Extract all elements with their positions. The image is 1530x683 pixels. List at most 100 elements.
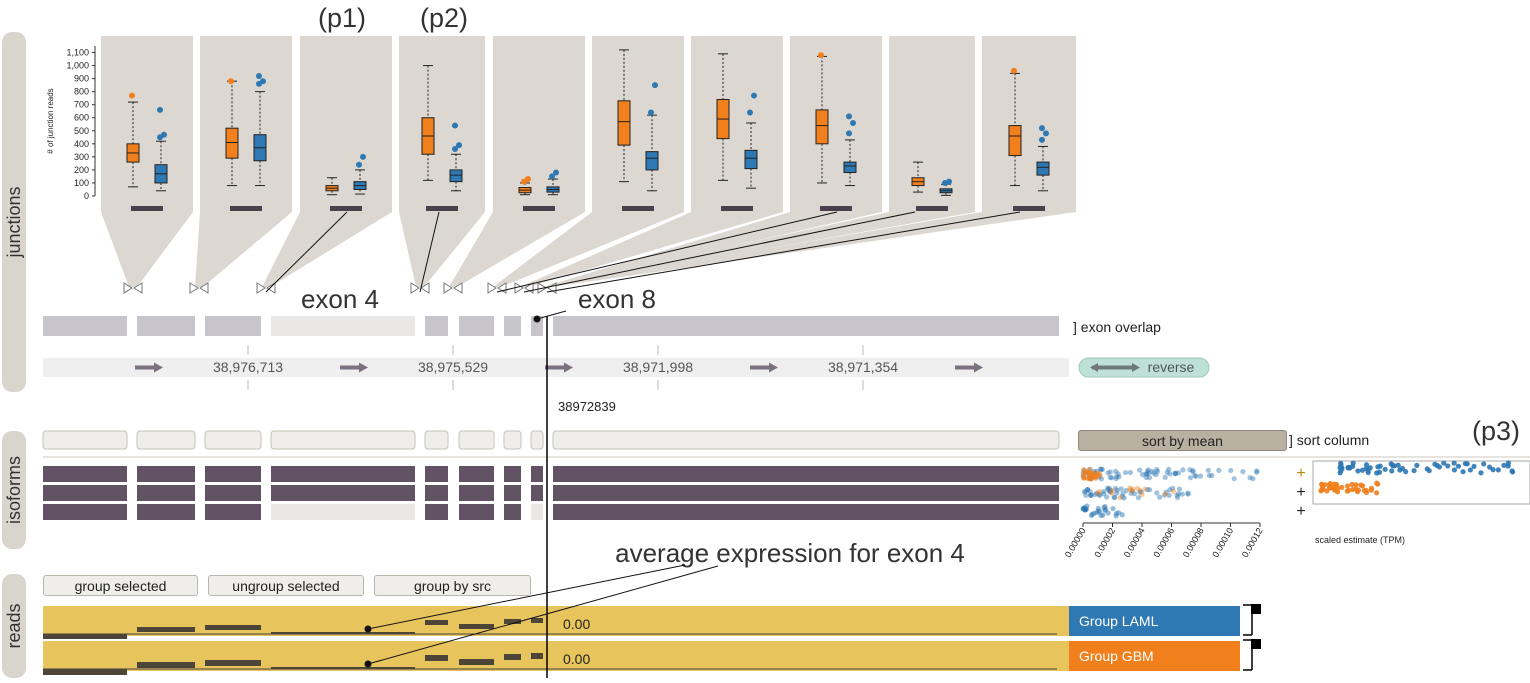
isoforms-tab[interactable] — [2, 431, 26, 549]
expression-point — [1481, 461, 1487, 467]
expression-point — [1082, 489, 1088, 495]
expression-point — [1105, 470, 1111, 476]
strand-arrowhead-icon — [974, 362, 983, 373]
expression-point — [1116, 474, 1122, 480]
expression-point — [1445, 463, 1451, 469]
expression-point — [1345, 487, 1352, 494]
expression-point — [1139, 471, 1146, 478]
group-laml-label[interactable]: Group LAML — [1069, 606, 1240, 636]
expression-point — [1127, 469, 1133, 476]
expression-point — [1397, 467, 1403, 473]
expression-point — [1085, 486, 1091, 493]
expression-point — [1135, 495, 1142, 501]
sort-by-mean-button[interactable]: sort by mean — [1078, 430, 1287, 451]
junctions-tab[interactable] — [2, 32, 26, 392]
expression-point — [1122, 469, 1129, 476]
junction-panel-3 — [262, 36, 392, 287]
junction-right-triangle — [420, 282, 430, 294]
y-tick-label: 100 — [74, 178, 89, 188]
group-selected-button[interactable]: group selected — [43, 575, 198, 596]
expression-point — [1164, 469, 1170, 475]
isoform-exon-header — [552, 430, 1060, 450]
read-expression-bar — [205, 660, 261, 666]
box-outlier — [356, 161, 362, 168]
junction-panel-1 — [101, 36, 193, 287]
expression-point — [1349, 486, 1356, 493]
x-tick-label: 0.00010 — [1210, 526, 1235, 559]
expression-point — [1349, 481, 1355, 488]
isoform-exon — [553, 466, 1059, 482]
expression-point — [1112, 494, 1118, 501]
reverse-button[interactable] — [1078, 357, 1210, 378]
expression-point — [1172, 470, 1178, 477]
expression-point — [1205, 467, 1211, 473]
exon-overlap-segment — [43, 316, 127, 336]
callout-p1: (p1) — [318, 3, 366, 33]
junction-marker-bar — [523, 206, 555, 211]
exon-overlap-segment — [504, 316, 521, 336]
expression-point — [1247, 475, 1253, 481]
box-body — [744, 149, 758, 170]
expression-point — [1092, 491, 1098, 498]
expression-point — [1118, 486, 1124, 492]
expression-point — [1098, 466, 1104, 472]
exon-overlap-segment — [137, 316, 195, 336]
expression-point — [1121, 495, 1127, 501]
expression-point — [1176, 491, 1182, 497]
isoform-exon — [459, 466, 494, 482]
genome-axis: 38,976,713 38,975,529 38,971,998 38,971,354 — [135, 345, 983, 390]
read-value-laml: 0.00 — [563, 616, 590, 632]
box-outlier — [129, 92, 135, 99]
isoform-exon — [271, 466, 415, 482]
read-expression-bar — [504, 619, 521, 624]
genome-coordinate-label: 38,971,354 — [828, 359, 898, 375]
expression-point — [1240, 469, 1246, 475]
leader-p8 — [496, 211, 838, 293]
expand-isoform-1[interactable]: + — [1296, 465, 1305, 482]
group-bracket-gbm[interactable] — [1243, 639, 1261, 671]
ungroup-selected-button[interactable]: ungroup selected — [208, 575, 364, 596]
expression-point — [1157, 494, 1163, 500]
group-bracket-laml[interactable] — [1243, 604, 1261, 636]
expression-point — [1137, 489, 1143, 495]
expression-point — [1144, 468, 1151, 474]
sort-column-label: ] sort column — [1289, 432, 1369, 448]
box-outlier — [648, 109, 654, 116]
strand-arrowhead-icon — [769, 362, 778, 373]
expression-point — [1082, 507, 1088, 513]
isoform-exon — [504, 504, 521, 520]
expression-point — [1143, 474, 1149, 480]
read-expression-bar — [271, 667, 415, 669]
isoforms-tab-label: isoforms — [4, 456, 24, 524]
reads-tab[interactable] — [2, 574, 26, 678]
expression-point — [1144, 486, 1150, 493]
box-outlier — [157, 106, 163, 113]
expression-point — [1374, 480, 1380, 486]
isoform-exon — [504, 485, 521, 501]
read-expression-bar — [137, 627, 195, 632]
box-outlier — [452, 146, 458, 153]
group-gbm-label[interactable]: Group GBM — [1069, 641, 1240, 671]
expression-point — [1172, 471, 1178, 477]
expression-point — [1363, 489, 1370, 496]
expression-point — [1455, 463, 1462, 469]
expression-point — [1088, 492, 1094, 498]
expression-point — [1127, 486, 1133, 493]
box-outlier — [846, 113, 852, 120]
expression-point — [1451, 460, 1457, 466]
isoform-exon — [425, 466, 448, 482]
leader-exon8 — [536, 310, 567, 320]
expression-point — [1490, 467, 1496, 473]
expression-point — [1197, 473, 1204, 479]
expand-isoform-3[interactable]: + — [1296, 503, 1305, 520]
junction-panel-7 — [520, 36, 783, 287]
expression-point — [1187, 475, 1194, 481]
expression-point — [1105, 486, 1111, 493]
exon-overlap-segment — [271, 316, 415, 336]
expanded-strip-plot — [1318, 460, 1516, 496]
group-by-src-button[interactable]: group by src — [374, 575, 531, 596]
expand-isoform-2[interactable]: + — [1296, 484, 1305, 501]
expression-point — [1132, 491, 1138, 497]
isoform-exon — [425, 504, 448, 520]
